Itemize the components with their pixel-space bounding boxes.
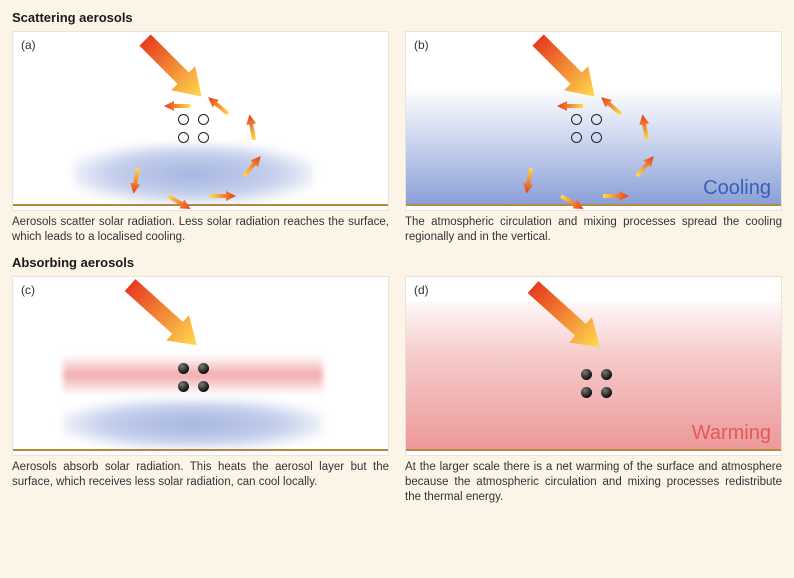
panel-d-box: (d) Warming [405,276,782,456]
section-title-scattering: Scattering aerosols [12,10,782,25]
solid-aerosol-icon [581,369,592,380]
panel-c: (c) Aerosols absorb solar radiation. Thi… [12,276,389,505]
section-title-absorbing: Absorbing aerosols [12,255,782,270]
warming-band [63,355,323,395]
open-aerosol-icon [198,114,209,125]
open-aerosol-icon [178,132,189,143]
scatter-arrow-icon [245,114,259,141]
cooling-overlay-text: Cooling [703,177,771,200]
panel-c-box: (c) [12,276,389,456]
panel-d-label: (d) [414,283,429,297]
panel-c-label: (c) [21,283,35,297]
row-absorbing: (c) Aerosols absorb solar radiation. Thi… [12,276,782,505]
panel-d-caption: At the larger scale there is a net warmi… [405,460,782,505]
solid-aerosol-icon [198,363,209,374]
solid-aerosol-icon [198,381,209,392]
panel-a: (a) Aerosols scatter solar radiation. Le… [12,31,389,245]
open-aerosol-icon [591,132,602,143]
solid-aerosol-icon [178,363,189,374]
solid-aerosol-icon [581,387,592,398]
panel-c-caption: Aerosols absorb solar radiation. This he… [12,460,389,490]
panel-b: (b) Cooling The atmospheric circulation … [405,31,782,245]
ground-line [13,204,388,206]
solid-aerosol-icon [601,369,612,380]
scatter-arrow-icon [210,191,236,201]
row-scattering: (a) Aerosols scatter solar radiation. Le… [12,31,782,245]
panel-b-label: (b) [414,38,429,52]
solar-arrow-icon [119,276,209,358]
open-aerosol-icon [178,114,189,125]
warming-overlay-text: Warming [692,422,771,445]
panel-b-box: (b) Cooling [405,31,782,211]
scatter-arrow-icon [205,93,231,117]
open-aerosol-icon [198,132,209,143]
ground-line [406,449,781,451]
open-aerosol-icon [571,114,582,125]
cooling-region [73,144,313,204]
solar-arrow-icon [133,31,214,109]
scatter-arrow-icon [603,191,629,201]
panel-a-label: (a) [21,38,36,52]
solid-aerosol-icon [601,387,612,398]
panel-d: (d) Warming At the larger scale there is… [405,276,782,505]
panel-a-box: (a) [12,31,389,211]
open-aerosol-icon [591,114,602,125]
ground-line [406,204,781,206]
ground-line [13,449,388,451]
panel-a-caption: Aerosols scatter solar radiation. Less s… [12,215,389,245]
panel-b-caption: The atmospheric circulation and mixing p… [405,215,782,245]
cooling-region [63,399,323,449]
open-aerosol-icon [571,132,582,143]
solid-aerosol-icon [178,381,189,392]
